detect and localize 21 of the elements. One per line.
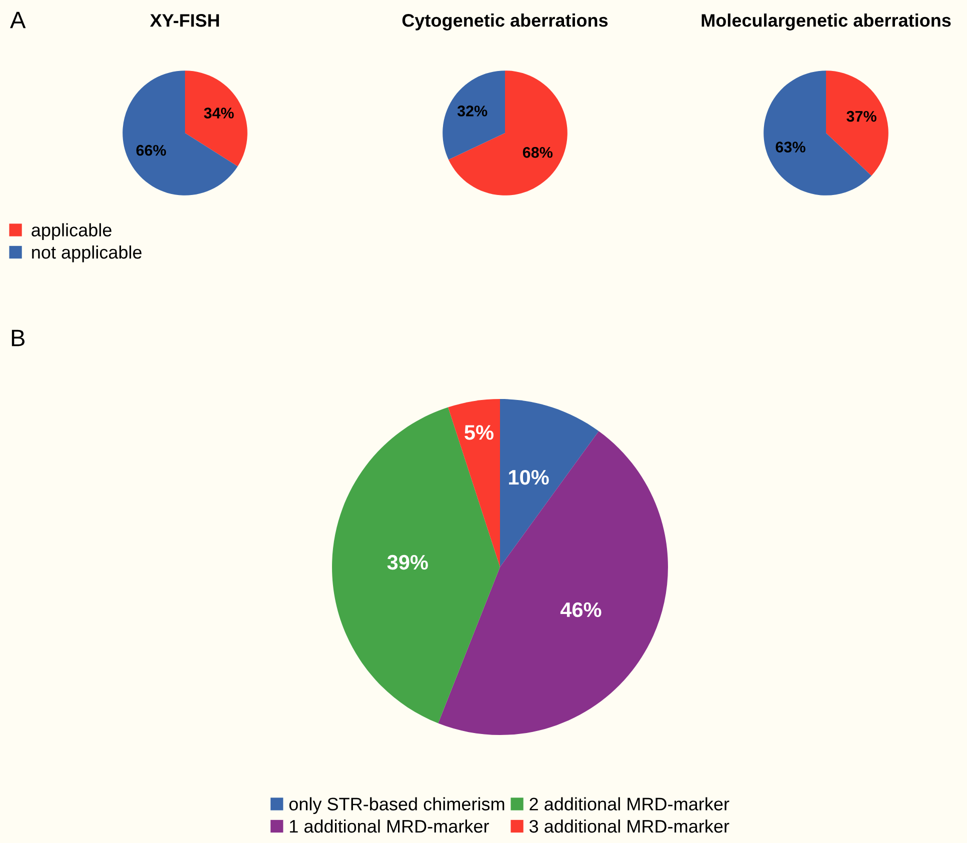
chart-title: Cytogenetic aberrations [402, 14, 608, 30]
text: A [10, 12, 26, 28]
data-label: 32% [457, 106, 488, 116]
data-label: 66% [136, 144, 166, 156]
chart-title: XY-FISH [150, 14, 219, 27]
data-label: 68% [522, 147, 553, 158]
data-label: 39% [387, 554, 428, 570]
data-label: 63% [776, 142, 806, 152]
data-label: 10% [509, 470, 549, 485]
legend-label: 3 additional MRD-marker [529, 819, 730, 833]
legend-label: only STR-based chimerism [289, 797, 504, 814]
data-label: 46% [560, 602, 602, 618]
data-label: 5% [464, 425, 494, 440]
text: B [12, 330, 24, 346]
legend-label: not applicable [32, 245, 142, 262]
legend-label: 1 additional MRD-marker [290, 819, 489, 833]
chart-title: Moleculargenetic aberrations [702, 14, 951, 30]
data-label: 37% [846, 110, 876, 122]
data-label: 34% [204, 108, 234, 118]
legend-label: 2 additional MRD-marker [530, 797, 730, 810]
legend-label: applicable [32, 223, 112, 240]
